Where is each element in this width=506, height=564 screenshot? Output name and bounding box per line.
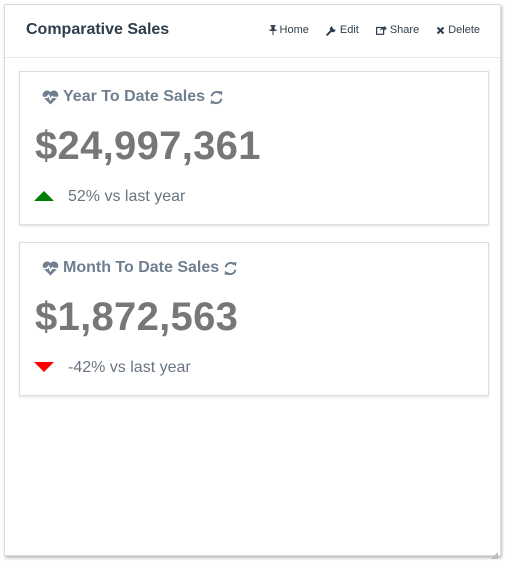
trend-down-icon [34,359,54,377]
refresh-icon[interactable] [209,90,224,105]
sales-value: $24,997,361 [35,124,261,168]
share-button[interactable]: Share [375,24,420,36]
resize-handle[interactable] [491,546,498,559]
share-button-label: Share [389,24,420,36]
year-to-date-card: Year To Date Sales $24,997,361 52% vs la… [19,71,489,225]
home-button[interactable]: Home [269,24,309,36]
delete-button-label: Delete [448,24,480,36]
sales-value: $1,872,563 [35,295,239,339]
wrench-icon [326,25,337,36]
heartbeat-icon [42,261,59,276]
edit-button-label: Edit [339,24,359,36]
pin-icon [269,25,277,35]
card-title-label: Year To Date Sales [63,88,205,105]
refresh-icon[interactable] [223,261,238,276]
trend-text: 52% vs last year [68,188,186,205]
widget-header: Comparative Sales Home [5,5,500,58]
month-to-date-card: Month To Date Sales $1,872,563 -42% vs l… [19,242,489,396]
card-title: Year To Date Sales [42,88,224,106]
heartbeat-icon [42,90,59,105]
trend-text: -42% vs last year [68,359,191,376]
home-button-label: Home [279,24,309,36]
close-icon [436,26,445,35]
trend-row: 52% vs last year [34,188,185,206]
trend-row: -42% vs last year [34,359,191,377]
widget-actions: Home Edit Share [269,24,480,36]
trend-up-icon [34,188,54,206]
widget-title: Comparative Sales [26,21,170,38]
delete-button[interactable]: Delete [436,24,480,36]
share-icon [375,25,387,35]
card-title: Month To Date Sales [42,259,238,277]
edit-button[interactable]: Edit [326,24,359,36]
card-title-label: Month To Date Sales [63,259,220,276]
comparative-sales-widget: Comparative Sales Home [4,4,501,559]
